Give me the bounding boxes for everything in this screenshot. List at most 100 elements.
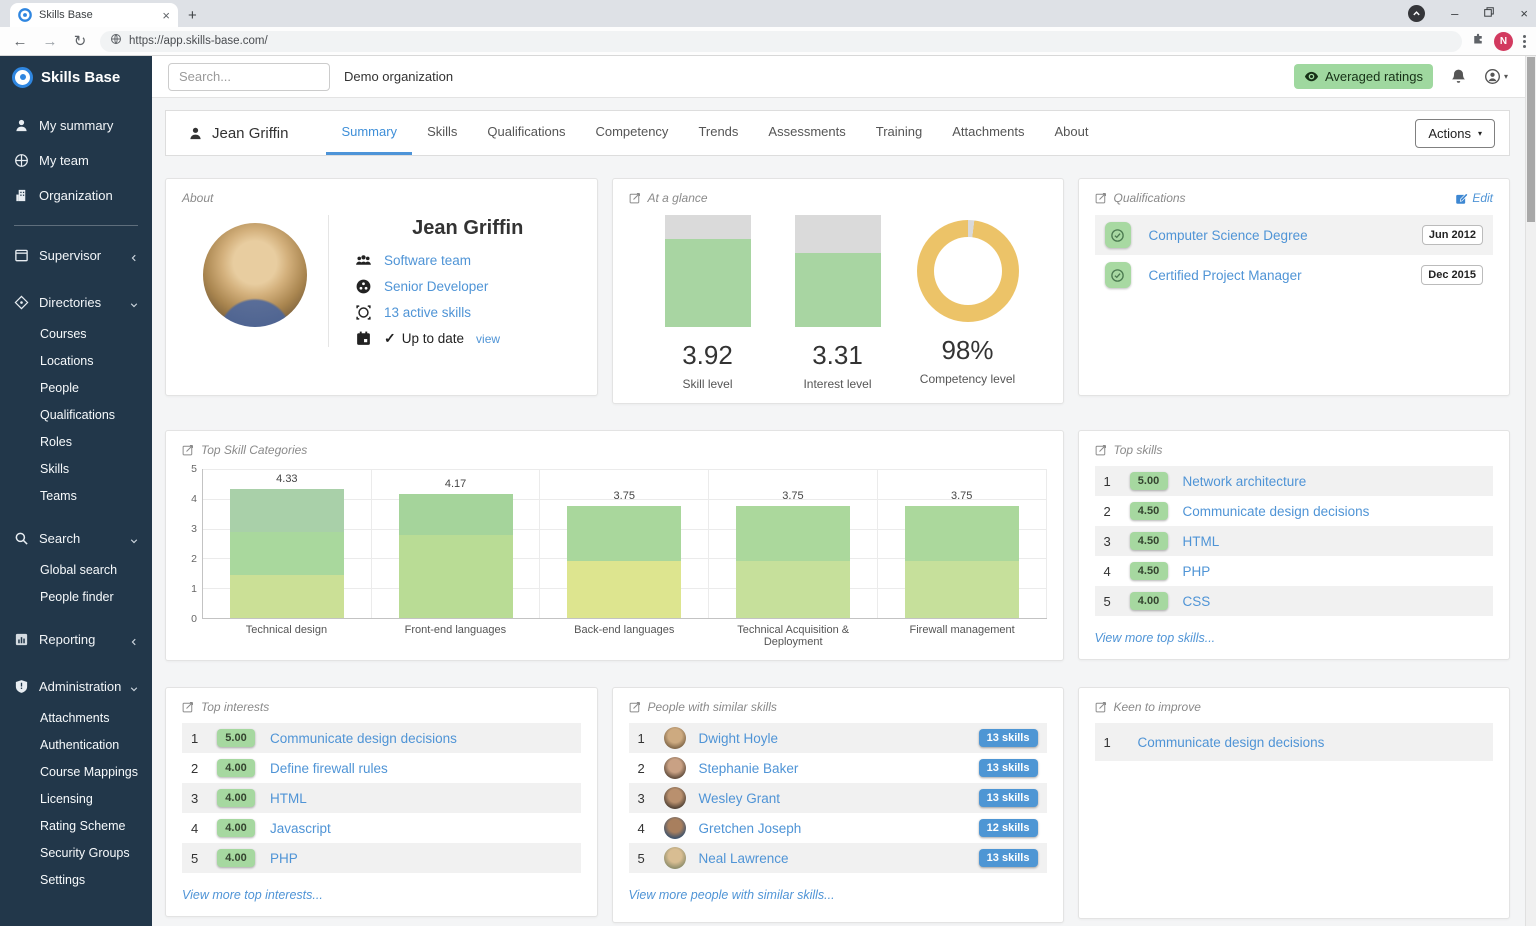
- sidebar-item-security-groups[interactable]: Security Groups: [40, 845, 130, 860]
- person-link[interactable]: Neal Lawrence: [698, 850, 789, 866]
- tab-competency[interactable]: Competency: [595, 124, 669, 139]
- bar-value-label: 3.75: [950, 490, 973, 503]
- new-tab-button[interactable]: +: [188, 7, 197, 24]
- avatar: [663, 817, 686, 839]
- sidebar-item-global-search[interactable]: Global search: [40, 562, 118, 577]
- tab-close-icon[interactable]: ×: [162, 7, 170, 23]
- app-brand[interactable]: Skills Base: [0, 56, 152, 98]
- sidebar-item-people-finder[interactable]: People finder: [40, 589, 114, 604]
- sidebar-item-licensing[interactable]: Licensing: [40, 791, 93, 806]
- view-more-top-interests-link[interactable]: View more top interests...: [182, 888, 323, 902]
- sidebar-item-course-mappings[interactable]: Course Mappings: [40, 764, 138, 779]
- qualification-link[interactable]: Certified Project Manager: [1148, 267, 1302, 283]
- list-item: 2 4.00 Define firewall rules: [182, 753, 581, 783]
- role-link[interactable]: Senior Developer: [384, 279, 489, 294]
- team-link[interactable]: Software team: [384, 253, 472, 268]
- sidebar-item-qualifications[interactable]: Qualifications: [40, 407, 116, 422]
- tab-summary[interactable]: Summary: [326, 111, 413, 155]
- qualifications-edit-button[interactable]: Edit: [1455, 191, 1493, 205]
- tab-qualifications[interactable]: Qualifications: [487, 124, 566, 139]
- sidebar-section-label: Reporting: [39, 632, 96, 647]
- extensions-icon[interactable]: [1472, 32, 1484, 50]
- back-button[interactable]: ←: [12, 32, 28, 50]
- donut-chart: [916, 220, 1019, 322]
- sidebar-item-settings[interactable]: Settings: [40, 872, 86, 887]
- sidebar-section-search[interactable]: Search: [0, 521, 152, 556]
- scrollbar-thumb[interactable]: [1527, 57, 1535, 222]
- sidebar-section-directories[interactable]: Directories: [0, 285, 152, 320]
- skill-link[interactable]: Network architecture: [1182, 473, 1307, 489]
- person-row: 4 Gretchen Joseph 12 skills: [629, 813, 1047, 843]
- score-badge: 4.50: [1129, 502, 1168, 520]
- restore-button[interactable]: [1484, 4, 1495, 22]
- y-tick-label: 5: [191, 463, 197, 475]
- sidebar-section-reporting[interactable]: Reporting: [0, 622, 152, 657]
- skill-link[interactable]: HTML: [270, 790, 307, 806]
- panel-qualifications-title: Qualifications: [1113, 191, 1186, 205]
- sidebar-item-attachments[interactable]: Attachments: [40, 710, 110, 725]
- account-menu[interactable]: ▾: [1484, 68, 1508, 85]
- actions-button[interactable]: Actions ▾: [1415, 118, 1495, 148]
- sidebar-item-my-summary[interactable]: My summary: [0, 108, 152, 143]
- panel-glance-title: At a glance: [647, 191, 708, 205]
- forward-button[interactable]: →: [42, 32, 58, 50]
- sidebar-item-teams[interactable]: Teams: [40, 488, 77, 503]
- search-input[interactable]: [168, 62, 330, 91]
- view-more-top-skills-link[interactable]: View more top skills...: [1094, 631, 1216, 645]
- browser-profile-avatar[interactable]: N: [1494, 31, 1513, 51]
- sidebar-item-organization[interactable]: Organization: [0, 178, 152, 213]
- sidebar-item-my-team[interactable]: My team: [0, 143, 152, 178]
- edit-panel-icon: [1095, 701, 1107, 713]
- browser-tab[interactable]: Skills Base ×: [10, 3, 178, 27]
- close-window-button[interactable]: ×: [1520, 5, 1528, 21]
- sidebar-item-authentication[interactable]: Authentication: [40, 737, 120, 752]
- page-scrollbar[interactable]: [1525, 56, 1536, 926]
- person-link[interactable]: Stephanie Baker: [698, 760, 799, 776]
- chevron-down-icon: [129, 534, 139, 544]
- sidebar-section-administration[interactable]: Administration: [0, 669, 152, 704]
- qualification-link[interactable]: Computer Science Degree: [1148, 227, 1308, 243]
- skill-link[interactable]: PHP: [1182, 563, 1211, 579]
- view-link[interactable]: view: [476, 331, 501, 346]
- tab-attachments[interactable]: Attachments: [952, 124, 1025, 139]
- minimize-button[interactable]: –: [1451, 5, 1459, 21]
- panel-about-title: About: [182, 191, 214, 205]
- skill-link[interactable]: Communicate design decisions: [270, 730, 457, 746]
- rank-number: 3: [191, 790, 199, 806]
- bar-value-label: 3.75: [782, 490, 804, 503]
- sidebar-section-supervisor[interactable]: Supervisor: [0, 238, 152, 273]
- reload-button[interactable]: ↻: [73, 33, 87, 50]
- skill-link[interactable]: Communicate design decisions: [1182, 503, 1370, 519]
- view-more-similar-people-link[interactable]: View more people with similar skills...: [628, 888, 835, 902]
- sidebar-item-locations[interactable]: Locations: [40, 353, 94, 368]
- tab-skills[interactable]: Skills: [427, 124, 458, 139]
- skill-link[interactable]: PHP: [270, 850, 298, 866]
- sidebar-item-courses[interactable]: Courses: [40, 326, 87, 341]
- averaged-ratings-toggle[interactable]: Averaged ratings: [1293, 64, 1433, 89]
- active-skills-link[interactable]: 13 active skills: [384, 305, 472, 320]
- browser-menu-icon[interactable]: [1523, 34, 1526, 48]
- person-link[interactable]: Gretchen Joseph: [698, 820, 802, 836]
- list-item: 4 4.50 PHP: [1095, 556, 1494, 586]
- window-icon: [14, 248, 29, 263]
- person-link[interactable]: Dwight Hoyle: [698, 730, 779, 746]
- tab-trends[interactable]: Trends: [698, 124, 739, 139]
- url-bar[interactable]: https://app.skills-base.com/: [100, 30, 1462, 52]
- skill-link[interactable]: HTML: [1182, 533, 1220, 549]
- sidebar-item-skills[interactable]: Skills: [40, 461, 70, 476]
- tab-about[interactable]: About: [1054, 124, 1089, 139]
- skill-link[interactable]: CSS: [1182, 593, 1211, 609]
- tab-assessments[interactable]: Assessments: [768, 124, 846, 139]
- sidebar-item-people[interactable]: People: [40, 380, 79, 395]
- site-info-icon[interactable]: [110, 32, 122, 50]
- sidebar-item-rating-scheme[interactable]: Rating Scheme: [40, 818, 126, 833]
- skill-link[interactable]: Define firewall rules: [270, 760, 388, 776]
- person-link[interactable]: Wesley Grant: [698, 790, 781, 806]
- skill-categories-chart: 0 1 2 3 4 5 4.33 4.17 3.75 3.75 3.75: [182, 463, 1047, 625]
- sidebar-item-roles[interactable]: Roles: [40, 434, 72, 449]
- skill-link[interactable]: Javascript: [270, 820, 331, 836]
- browser-update-icon[interactable]: [1408, 4, 1426, 22]
- notifications-bell-icon[interactable]: [1450, 68, 1467, 85]
- tab-training[interactable]: Training: [875, 124, 923, 139]
- skill-link[interactable]: Communicate design decisions: [1137, 734, 1325, 750]
